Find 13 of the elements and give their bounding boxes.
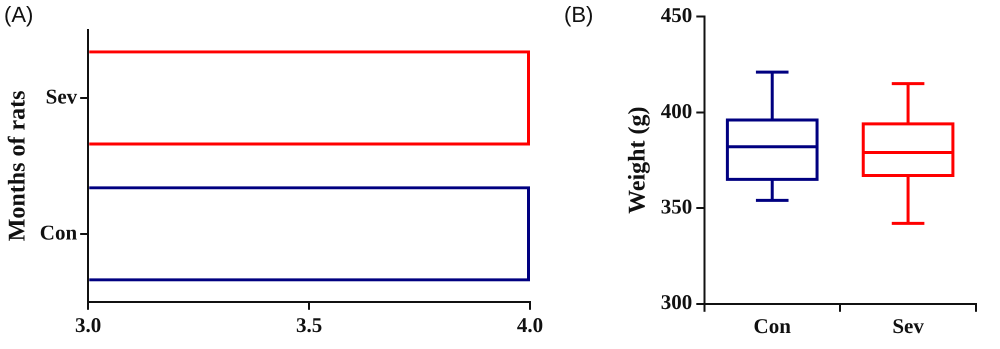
y-tick-label: 450 bbox=[660, 3, 692, 28]
y-axis-title: Weight (g) bbox=[624, 106, 651, 214]
y-tick-label: 400 bbox=[660, 98, 692, 123]
x-tick-label: 3.0 bbox=[75, 312, 102, 337]
y-tick-label: 300 bbox=[660, 290, 692, 314]
x-tick-label: 3.5 bbox=[296, 312, 322, 337]
x-tick-label: 4.0 bbox=[516, 312, 544, 337]
x-tick-label: Sev bbox=[892, 314, 924, 338]
y-tick-label: 350 bbox=[660, 194, 692, 218]
x-tick-label: Con bbox=[754, 314, 792, 338]
chart-title: (A) bbox=[4, 2, 34, 28]
y-axis-title: Months of rats bbox=[4, 90, 31, 242]
chart-title: (B) bbox=[564, 2, 594, 28]
